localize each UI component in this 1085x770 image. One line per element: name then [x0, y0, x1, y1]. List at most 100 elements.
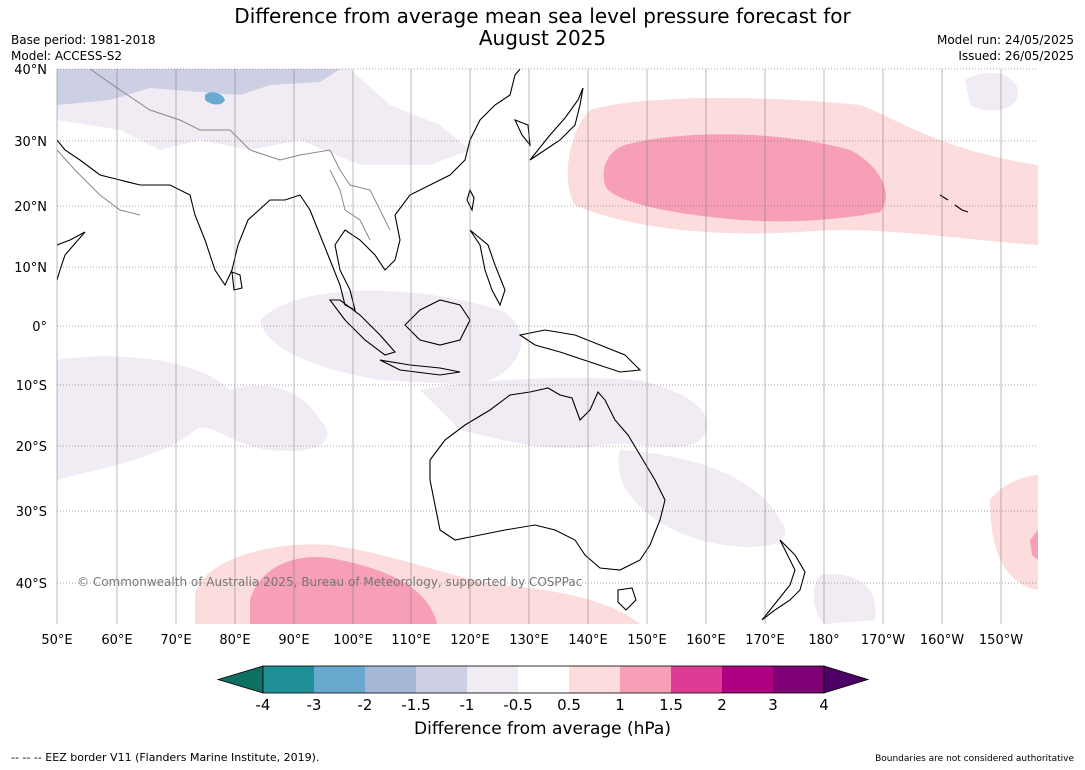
coastline-sumatra: [328, 299, 396, 356]
colorbar-bin: [569, 666, 620, 693]
colorbar-arrow-high: [823, 665, 870, 694]
anomaly-region-tibet: [205, 92, 225, 105]
coastline-taiwan: [466, 188, 475, 212]
coastline-australia: [429, 387, 666, 571]
colorbar-bin: [620, 666, 671, 693]
border-line: [89, 69, 391, 231]
colorbar-tick-label: 1.5: [659, 696, 683, 714]
graticule-meridians: [56, 69, 1002, 624]
anomaly-region-australia: [420, 378, 708, 449]
anomaly-region-south-pacific: [618, 450, 786, 548]
anomaly-region-equatorial: [260, 290, 522, 385]
border-line: [329, 169, 371, 241]
lon-label: 170°W: [861, 633, 905, 648]
anomaly-region-tasman: [813, 574, 876, 624]
colorbar-bin: [722, 666, 773, 693]
lat-label: 40°S: [16, 577, 47, 592]
lon-label: 150°E: [627, 633, 667, 648]
lon-label: 160°E: [686, 633, 726, 648]
colorbar-bin: [671, 666, 722, 693]
colorbar-tick-label: 1: [615, 696, 625, 714]
lon-label: 110°E: [391, 633, 431, 648]
lon-label: 100°E: [333, 633, 373, 648]
colorbar-bin: [773, 666, 824, 693]
model-name: Model: ACCESS-S2: [11, 49, 123, 63]
run-info: Model run: 24/05/2025 Issued: 26/05/2025: [937, 32, 1074, 64]
coastline-new-zealand: [761, 539, 806, 621]
coastline-new-guinea: [518, 329, 642, 373]
colorbar-outline: [262, 665, 825, 694]
base-info: Base period: 1981-2018 Model: ACCESS-S2: [11, 32, 156, 64]
longitude-labels: 50°E 60°E 70°E 80°E 90°E 100°E 110°E 120…: [41, 633, 1023, 648]
colorbar-tick-label: 0.5: [557, 696, 581, 714]
lat-label: 40°N: [14, 63, 47, 78]
lon-label: 140°E: [568, 633, 608, 648]
anomaly-region-southern-ocean-core: [250, 556, 437, 624]
colorbar-tick-label: -3: [307, 696, 322, 714]
lat-label: 10°N: [14, 261, 47, 276]
colorbar-arrow-low: [216, 665, 264, 694]
lon-label: 90°E: [278, 633, 309, 648]
colorbar-tick-label: -1: [460, 696, 475, 714]
boundary-disclaimer: Boundaries are not considered authoritat…: [875, 754, 1074, 764]
colorbar-bin: [467, 666, 518, 693]
anomaly-region-north-pacific-core: [603, 134, 886, 222]
lon-label: 170°E: [745, 633, 785, 648]
colorbar-label: Difference from average (hPa): [414, 719, 671, 739]
lat-label: 30°N: [14, 135, 47, 150]
lat-label: 10°S: [16, 379, 47, 394]
anomaly-region-southeast-core: [1030, 530, 1038, 560]
coastline-philippines: [469, 229, 506, 307]
lon-label: 180°: [808, 633, 839, 648]
colorbar-tick-label: 4: [819, 696, 829, 714]
coastline-korea: [513, 118, 531, 147]
lat-label: 20°N: [14, 200, 47, 215]
model-run: Model run: 24/05/2025: [936, 33, 1074, 47]
colorbar-tick-label: -1.5: [401, 696, 430, 714]
lon-label: 70°E: [160, 633, 191, 648]
lon-label: 80°E: [219, 633, 250, 648]
lat-label: 20°S: [16, 440, 47, 455]
lon-label: 160°W: [920, 633, 964, 648]
colorbar-tick-label: 3: [768, 696, 778, 714]
colorbar-bin: [365, 666, 416, 693]
eez-border-note: -- -- -- EEZ border V11 (Flanders Marine…: [11, 751, 320, 764]
lat-label: 0°: [32, 320, 47, 335]
anomaly-region-himalaya: [57, 69, 340, 105]
lon-label: 130°E: [509, 633, 549, 648]
coastline-arabia: [57, 69, 521, 312]
colorbar: -4 -3 -2 -1.5 -1 -0.5 0.5 1 1.5 2 3 4: [216, 665, 870, 714]
border-line: [57, 149, 141, 216]
anomaly-region-indian-ocean: [57, 356, 328, 480]
colorbar-bin: [314, 666, 365, 693]
coastline-japan: [529, 87, 584, 161]
map-title-line2: August 2025: [478, 26, 607, 50]
coastline-tasmania: [617, 587, 637, 611]
colorbar-bin: [416, 666, 467, 693]
lat-label: 30°S: [16, 505, 47, 520]
colorbar-tick-label: 2: [717, 696, 727, 714]
anomaly-shading: [57, 69, 1038, 624]
coastline-hawaii: [939, 194, 969, 213]
copyright-notice: © Commonwealth of Australia 2025, Bureau…: [77, 575, 582, 589]
lon-label: 150°W: [979, 633, 1023, 648]
lon-label: 50°E: [41, 633, 72, 648]
coastline-horn: [57, 231, 86, 281]
latitude-labels: 40°N 30°N 20°N 10°N 0° 10°S 20°S 30°S 40…: [14, 63, 47, 592]
colorbar-bin: [263, 666, 314, 693]
anomaly-region-southeast: [990, 475, 1038, 590]
country-borders: [57, 69, 391, 241]
coastline-sri-lanka: [231, 271, 243, 291]
colorbar-tick-label: -4: [256, 696, 271, 714]
colorbar-bin: [518, 666, 569, 693]
issued-date: Issued: 26/05/2025: [958, 49, 1074, 63]
base-period: Base period: 1981-2018: [11, 33, 156, 47]
map-title-line1: Difference from average mean sea level p…: [234, 4, 851, 28]
anomaly-region-hawaii-north: [965, 72, 1019, 111]
colorbar-tick-label: -2: [358, 696, 373, 714]
lon-label: 60°E: [101, 633, 132, 648]
coastline-java: [379, 359, 461, 376]
colorbar-tick-label: -0.5: [503, 696, 532, 714]
lon-label: 120°E: [450, 633, 490, 648]
